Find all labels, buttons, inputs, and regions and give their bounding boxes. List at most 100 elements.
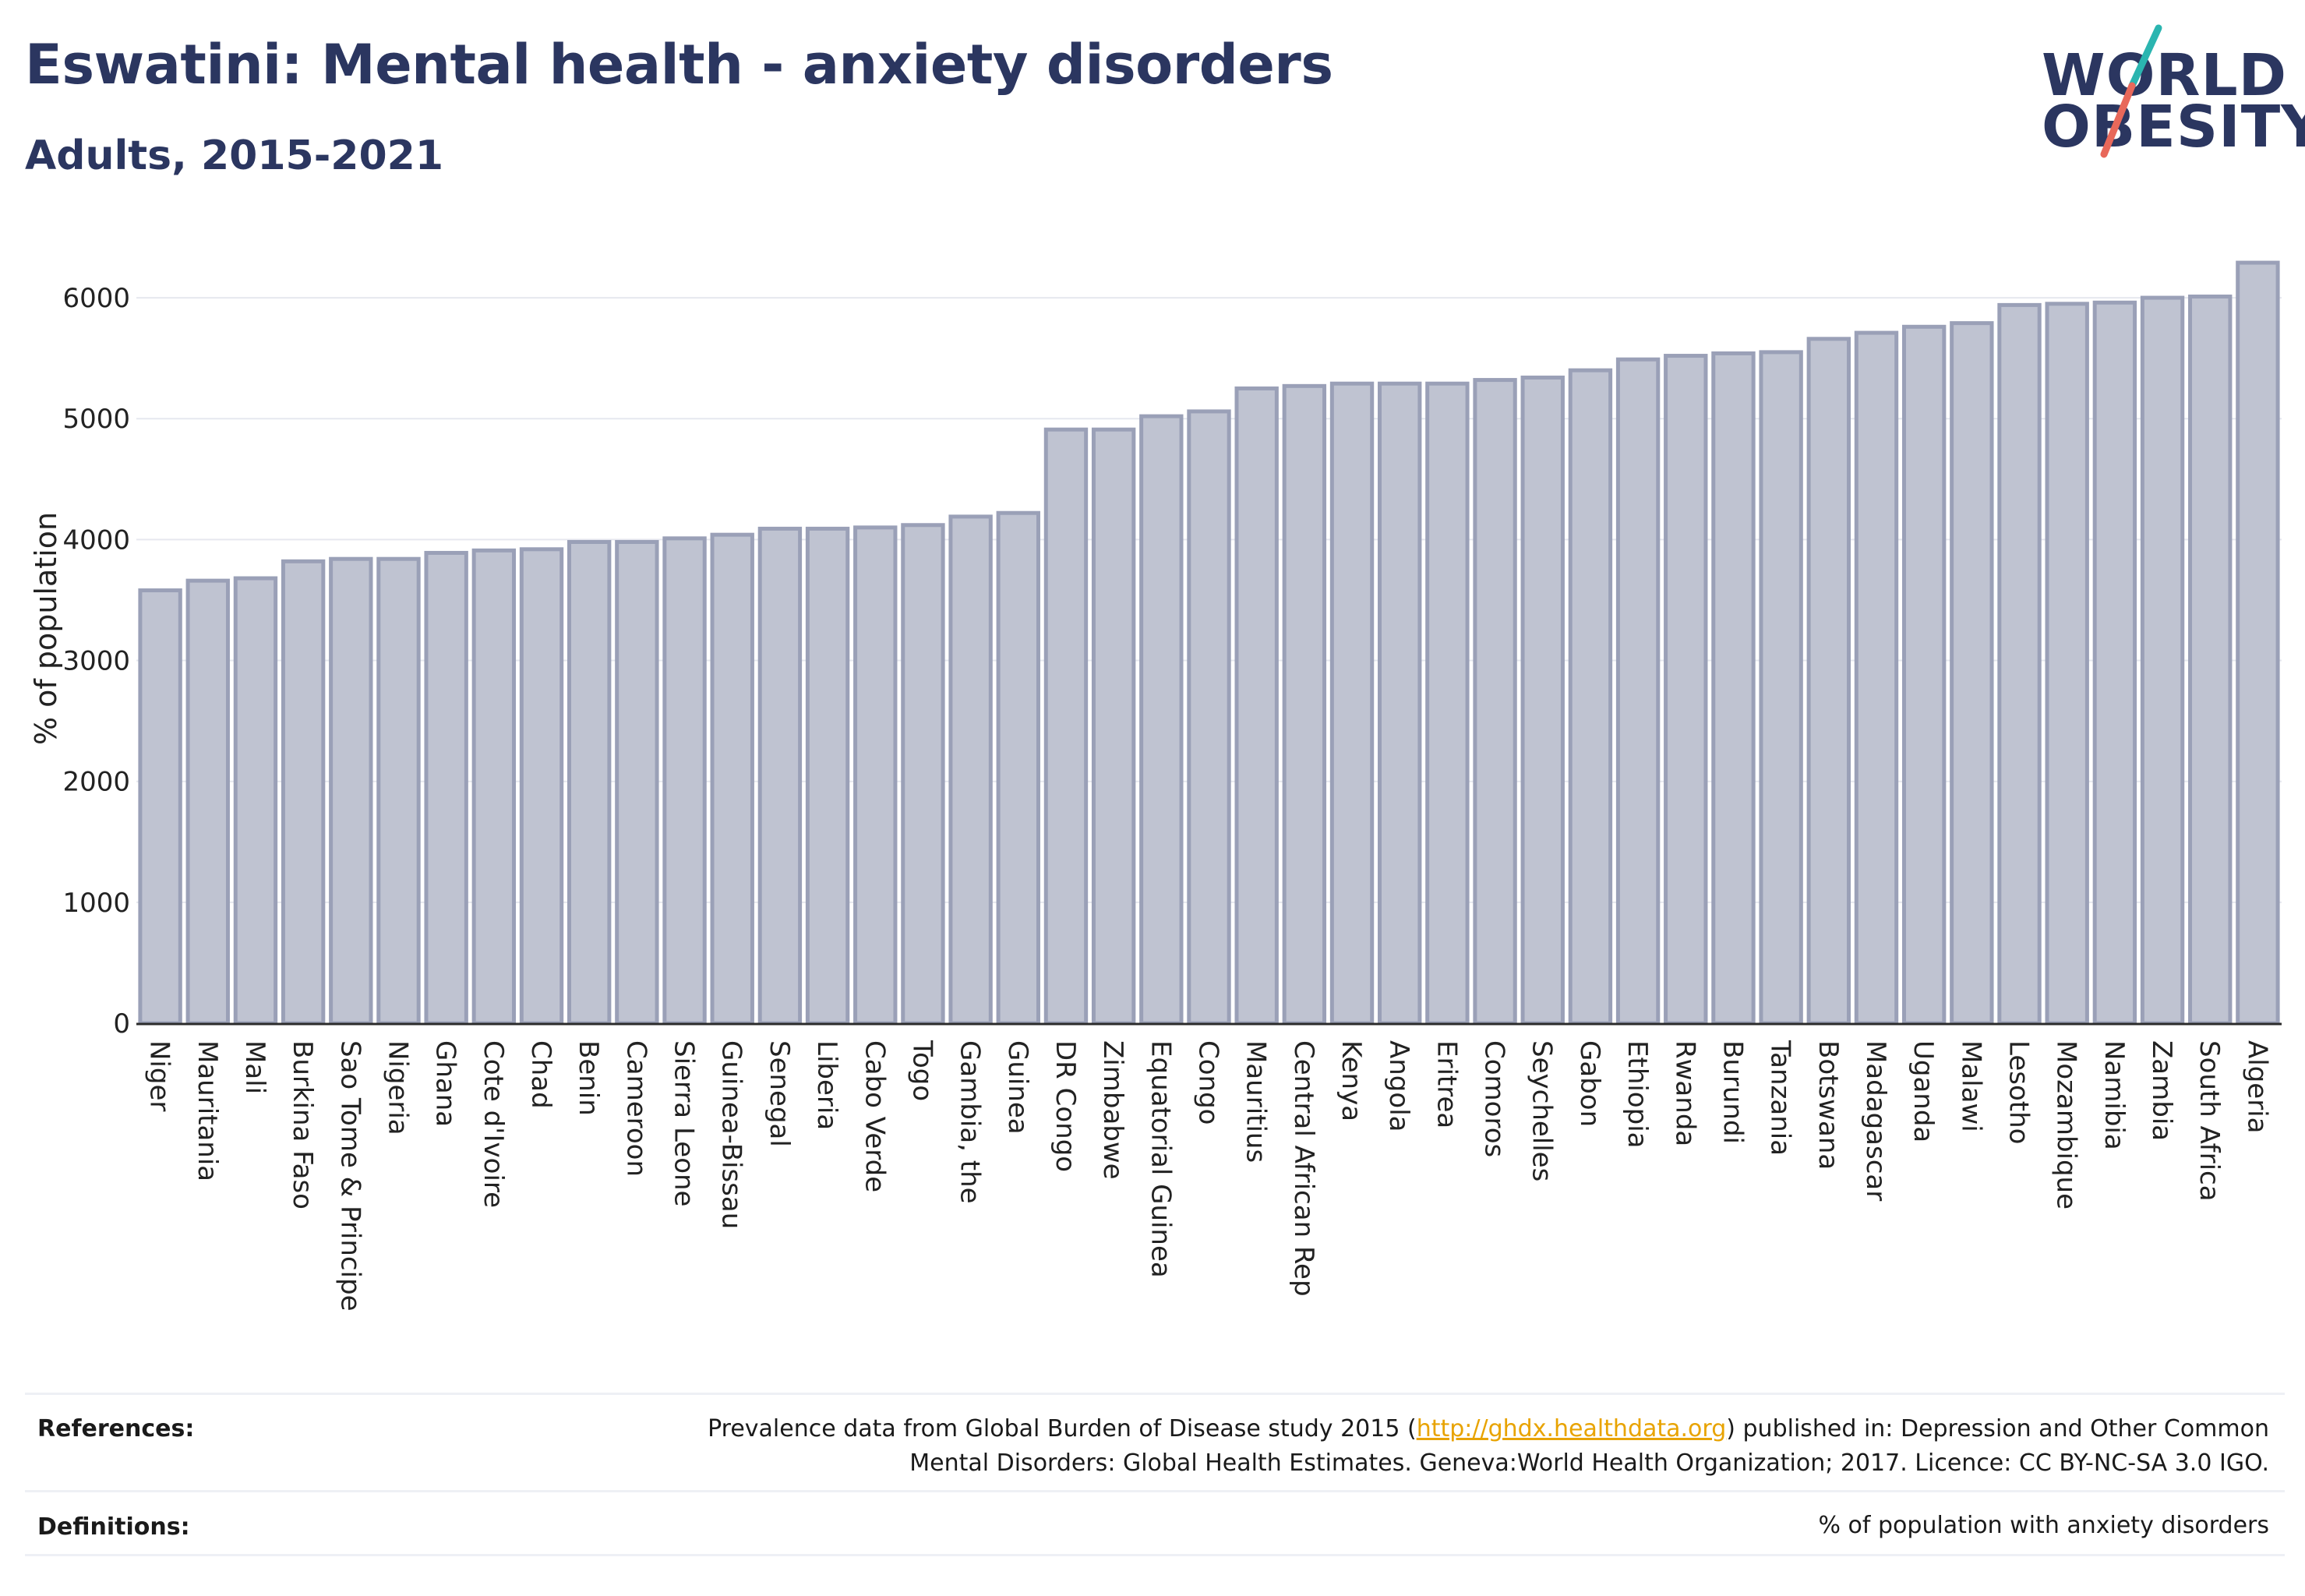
bar bbox=[1329, 381, 1375, 1026]
bar bbox=[2092, 300, 2137, 1026]
references-text-post: ) published in: Depression and Other Com… bbox=[1726, 1415, 2269, 1442]
x-tick-label: Zimbabwe bbox=[1097, 1040, 1128, 1180]
x-tick-label: Kenya bbox=[1336, 1040, 1367, 1121]
bar bbox=[1187, 409, 1231, 1026]
x-tick-label: Comoros bbox=[1479, 1040, 1510, 1157]
logo-word-bottom: OBESITY bbox=[2042, 94, 2305, 161]
x-tick-label: Liberia bbox=[811, 1040, 842, 1130]
bar bbox=[1139, 414, 1184, 1026]
references-link[interactable]: http://ghdx.healthdata.org bbox=[1416, 1415, 1727, 1442]
y-tick-label: 5000 bbox=[62, 404, 130, 435]
bar bbox=[1234, 386, 1279, 1026]
bar bbox=[1568, 368, 1613, 1026]
bar bbox=[901, 523, 945, 1026]
bar bbox=[376, 556, 421, 1026]
x-tick-label: Zambia bbox=[2146, 1040, 2177, 1141]
chart-title: Eswatini: Mental health - anxiety disord… bbox=[25, 33, 1333, 97]
x-tick-label: Mauritania bbox=[192, 1040, 223, 1181]
bar bbox=[233, 576, 278, 1026]
bar bbox=[138, 588, 182, 1026]
x-tick-label: Tanzania bbox=[1765, 1040, 1796, 1156]
bar bbox=[1901, 324, 1947, 1026]
references-text: Prevalence data from Global Burden of Di… bbox=[555, 1412, 2269, 1481]
y-tick-label: 1000 bbox=[62, 888, 130, 919]
x-tick-label: Cote d'Ivoire bbox=[478, 1040, 509, 1208]
y-tick-label: 4000 bbox=[62, 524, 130, 556]
bar bbox=[519, 547, 564, 1026]
x-tick-label: Niger bbox=[144, 1040, 175, 1111]
x-tick-label: Eritrea bbox=[1431, 1040, 1462, 1128]
x-tick-label: Cabo Verde bbox=[859, 1040, 890, 1192]
x-tick-label: DR Congo bbox=[1050, 1040, 1081, 1172]
bar bbox=[662, 536, 707, 1026]
bar bbox=[424, 550, 468, 1026]
bar bbox=[1806, 337, 1851, 1026]
x-tick-label: South Africa bbox=[2194, 1040, 2225, 1202]
x-tick-label: Ghana bbox=[430, 1040, 461, 1127]
bar bbox=[1664, 354, 1708, 1026]
bar bbox=[853, 525, 898, 1026]
bar bbox=[2188, 295, 2233, 1026]
world-obesity-logo: WORLD OBESITY bbox=[2026, 22, 2305, 170]
bar bbox=[1282, 383, 1327, 1026]
bar bbox=[2140, 295, 2185, 1026]
x-tick-label: Sierra Leone bbox=[669, 1040, 700, 1206]
y-tick-label: 3000 bbox=[62, 646, 130, 677]
x-tick-label: Guinea-Bissau bbox=[716, 1040, 747, 1229]
bar bbox=[2236, 260, 2280, 1026]
footer-divider-bottom bbox=[25, 1554, 2285, 1556]
x-tick-label: Mozambique bbox=[2051, 1040, 2082, 1209]
definitions-label: Definitions: bbox=[37, 1513, 190, 1541]
bar bbox=[1043, 427, 1089, 1026]
x-tick-label: Angola bbox=[1383, 1040, 1414, 1132]
bar bbox=[805, 526, 850, 1026]
bar bbox=[1615, 357, 1661, 1026]
x-tick-label: Ethiopia bbox=[1622, 1040, 1653, 1148]
bar bbox=[710, 532, 754, 1026]
bar bbox=[1711, 351, 1756, 1026]
bar bbox=[1759, 350, 1803, 1026]
x-tick-label: Uganda bbox=[1908, 1040, 1939, 1142]
bar bbox=[1091, 427, 1136, 1026]
y-tick-label: 6000 bbox=[62, 283, 130, 314]
bar bbox=[281, 559, 326, 1026]
logo-word-top: WORLD bbox=[2042, 42, 2288, 109]
x-tick-label: Benin bbox=[573, 1040, 604, 1116]
x-tick-label: Malawi bbox=[1955, 1040, 1986, 1132]
x-tick-label: Guinea bbox=[1002, 1040, 1033, 1135]
x-tick-label: Gambia, the bbox=[955, 1040, 986, 1204]
y-tick-label: 0 bbox=[113, 1008, 130, 1040]
bar bbox=[567, 539, 612, 1026]
x-tick-label: Gabon bbox=[1574, 1040, 1605, 1127]
x-tick-label: Senegal bbox=[764, 1040, 795, 1147]
x-tick-label: Mali bbox=[239, 1040, 270, 1094]
bar bbox=[757, 526, 803, 1026]
x-tick-label: Togo bbox=[906, 1040, 937, 1101]
references-text-pre: Prevalence data from Global Burden of Di… bbox=[708, 1415, 1417, 1442]
x-tick-label: Seychelles bbox=[1527, 1040, 1558, 1181]
bar bbox=[1520, 375, 1565, 1026]
x-tick-label: Mauritius bbox=[1241, 1040, 1272, 1163]
x-tick-label: Nigeria bbox=[382, 1040, 413, 1135]
x-tick-label: Madagascar bbox=[1860, 1040, 1891, 1201]
x-tick-label: Botswana bbox=[1813, 1040, 1844, 1170]
bar-chart: 0 1000 2000 3000 4000 5000 6000 Niger Mauritania… bbox=[29, 260, 2282, 1312]
footer-divider-middle bbox=[25, 1490, 2285, 1492]
x-tick-label: Cameroon bbox=[620, 1040, 651, 1177]
x-tick-label: Central African Rep bbox=[1288, 1040, 1319, 1297]
bar bbox=[1473, 378, 1517, 1026]
bar bbox=[1997, 302, 2042, 1026]
footer-divider-top bbox=[25, 1393, 2285, 1395]
references-label: References: bbox=[37, 1415, 195, 1442]
bar bbox=[2045, 302, 2089, 1026]
x-tick-label: Sao Tome & Principe bbox=[334, 1040, 365, 1312]
bar bbox=[948, 514, 993, 1026]
y-tick-label: 2000 bbox=[62, 767, 130, 798]
x-tick-label: Burundi bbox=[1717, 1040, 1748, 1144]
x-tick-label: Rwanda bbox=[1669, 1040, 1700, 1146]
bar bbox=[185, 578, 230, 1026]
bar bbox=[471, 548, 517, 1026]
x-tick-label: Congo bbox=[1193, 1040, 1224, 1125]
bar bbox=[615, 539, 659, 1026]
bar bbox=[1425, 381, 1470, 1026]
